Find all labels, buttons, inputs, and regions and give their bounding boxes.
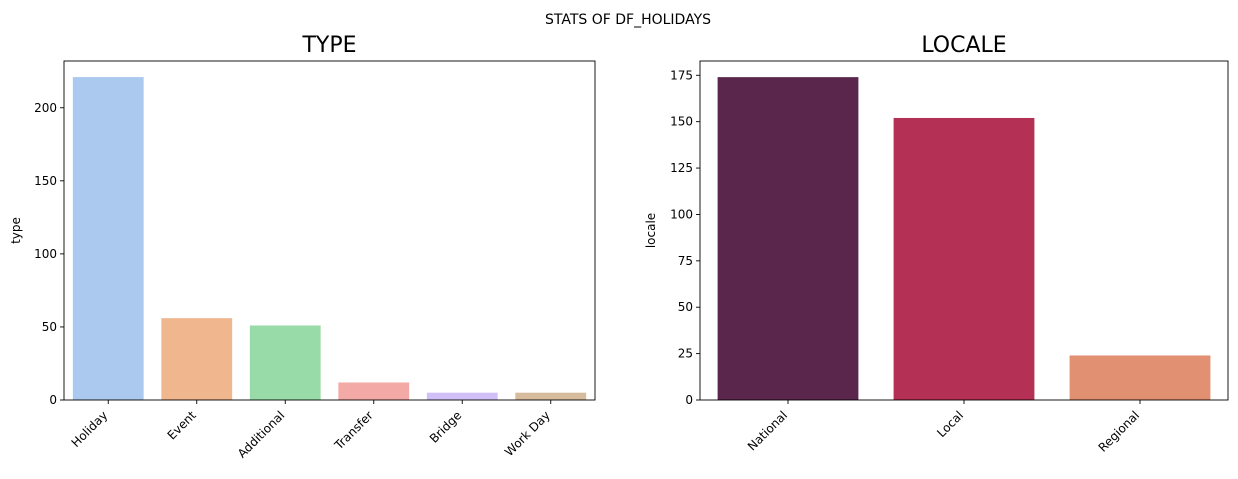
chart-type-xtick-label-bridge: Bridge [427, 408, 465, 446]
chart-locale-ytick-label: 25 [678, 347, 693, 361]
chart-type-ytick-label: 50 [42, 320, 57, 334]
chart-locale-ytick-label: 50 [678, 300, 693, 314]
chart-type-xtick-label-event: Event [165, 408, 199, 442]
chart-type-bar-additional [249, 325, 321, 400]
figure-suptitle: STATS OF DF_HOLIDAYS [545, 12, 711, 28]
chart-type-panel: TYPE 0 50 100 150 200 Holiday Event Additional Tr… [9, 33, 596, 461]
chart-type-bar-transfer [338, 382, 410, 400]
chart-type-bar-event [161, 318, 233, 400]
chart-locale-ytick-label: 0 [685, 393, 693, 407]
chart-locale-ytick-label: 175 [670, 68, 693, 82]
chart-type-bar-holiday [72, 77, 144, 400]
chart-locale-panel: LOCALE 0 25 50 75 100 125 150 175 National Local Re… [644, 33, 1229, 455]
chart-type-ytick-label: 150 [34, 174, 57, 188]
chart-locale-ytick-label: 100 [670, 207, 693, 221]
chart-locale-bar-local [893, 117, 1035, 401]
chart-locale-ylabel: locale [644, 213, 658, 248]
chart-type-axes-frame [63, 60, 596, 401]
chart-type-xtick-label-work-day: Work Day [502, 408, 553, 459]
chart-type-xtick-label-transfer: Transfer [331, 408, 376, 453]
chart-type-bar-bridge [426, 392, 498, 400]
chart-locale-ytick-label: 75 [678, 254, 693, 268]
chart-type-title: TYPE [301, 33, 356, 58]
chart-locale-bar-regional [1069, 355, 1211, 400]
chart-locale-title: LOCALE [921, 33, 1006, 58]
chart-locale-xtick-label-local: Local [934, 408, 966, 440]
chart-locale-xtick-label-national: National [745, 408, 790, 453]
chart-type-ytick-label: 100 [34, 247, 57, 261]
chart-locale-ytick-label: 150 [670, 115, 693, 129]
chart-type-bar-work-day [515, 392, 587, 400]
chart-type-xtick-label-additional: Additional [235, 408, 288, 461]
chart-type-ytick-label: 0 [49, 393, 57, 407]
chart-type-xtick-label-holiday: Holiday [69, 408, 111, 450]
chart-locale-xtick-label-regional: Regional [1096, 408, 1143, 455]
chart-type-ytick-label: 200 [34, 101, 57, 115]
chart-locale-bar-national [717, 77, 859, 401]
chart-type-ylabel: type [9, 217, 23, 244]
chart-locale-ytick-label: 125 [670, 161, 693, 175]
